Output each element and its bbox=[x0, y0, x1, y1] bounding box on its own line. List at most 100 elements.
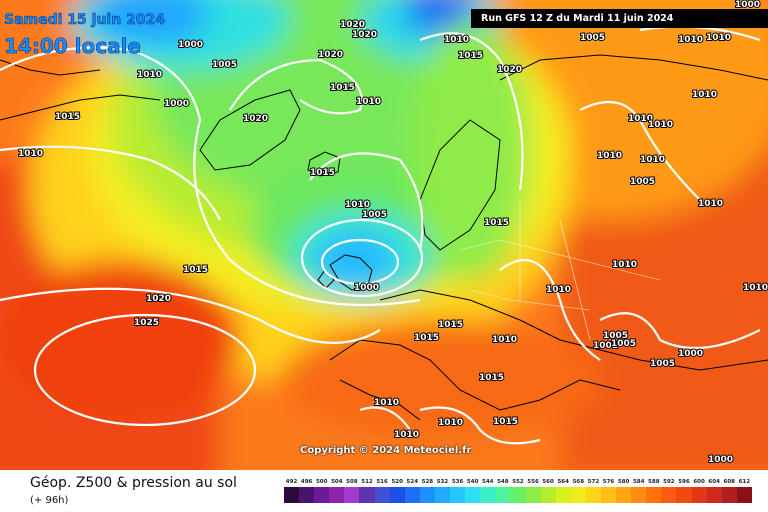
scale-swatch bbox=[525, 487, 541, 503]
scale-swatch bbox=[314, 487, 330, 503]
scale-tick-label: 500 bbox=[315, 479, 328, 485]
scale-swatch bbox=[706, 487, 722, 503]
scale-swatch bbox=[374, 487, 390, 503]
isobar-label: 1000 bbox=[708, 455, 733, 465]
scale-tick-label: 584 bbox=[632, 479, 645, 485]
scale-swatch bbox=[434, 487, 451, 503]
isobar-label: 1010 bbox=[18, 149, 43, 159]
scale-tick-label: 540 bbox=[466, 479, 479, 485]
scale-swatch bbox=[646, 487, 662, 503]
isobar-label: 1015 bbox=[438, 320, 463, 330]
scale-tick-label: 556 bbox=[527, 479, 539, 485]
scale-tick-label: 592 bbox=[663, 479, 675, 485]
scale-swatch bbox=[284, 487, 300, 503]
scale-swatch bbox=[495, 487, 511, 503]
isobar-label: 1010 bbox=[698, 199, 723, 209]
scale-swatch bbox=[299, 487, 315, 503]
isobar-label: 1010 bbox=[444, 35, 469, 45]
isobar-label: 1010 bbox=[678, 35, 703, 45]
scale-tick-label: 536 bbox=[451, 479, 464, 485]
isobar-label: 1000 bbox=[178, 40, 203, 50]
scale-tick-label: 496 bbox=[300, 479, 313, 485]
isobar-label: 1005 bbox=[603, 331, 628, 341]
scale-ticks: 492 496 500 504 508 512 516 520 524 528 532 536 540 5… bbox=[284, 479, 752, 485]
geopotential-map: 1020 1020 1000 1005 1020 1010 1000 1015 … bbox=[0, 0, 768, 470]
scale-swatch bbox=[631, 487, 647, 503]
isobar-label: 1010 bbox=[692, 90, 717, 100]
isobar-label: 1010 bbox=[438, 418, 463, 428]
scale-tick-label: 528 bbox=[421, 479, 434, 485]
isobar-label: 1010 bbox=[706, 33, 731, 43]
scale-tick-label: 568 bbox=[572, 479, 585, 485]
scale-swatch bbox=[585, 487, 601, 503]
isobar-label: 1010 bbox=[546, 285, 571, 295]
scale-swatch bbox=[465, 487, 481, 503]
scale-swatch bbox=[419, 487, 435, 503]
isobar-label: 1005 bbox=[362, 210, 387, 220]
isobar-label: 1010 bbox=[597, 151, 622, 161]
forecast-time: 14:00 locale bbox=[4, 34, 142, 59]
isobar-label: 1005 bbox=[650, 359, 675, 369]
scale-tick-label: 548 bbox=[497, 479, 509, 485]
isobar-label: 1010 bbox=[743, 283, 768, 293]
scale-swatch bbox=[344, 487, 360, 503]
scale-tick-label: 604 bbox=[708, 479, 720, 485]
scale-tick-label: 564 bbox=[557, 479, 569, 485]
map-title: Géop. Z500 & pression au sol bbox=[30, 475, 237, 491]
scale-swatch bbox=[676, 487, 692, 503]
isobar-label: 1010 bbox=[345, 200, 370, 210]
pressure-labels: 1020 1020 1000 1005 1020 1010 1000 1015 … bbox=[17, 0, 768, 466]
scale-swatch bbox=[329, 487, 345, 503]
scale-swatch bbox=[721, 487, 737, 503]
scale-swatch bbox=[555, 487, 571, 503]
isobar-label: 1020 bbox=[146, 294, 171, 304]
isobar-label: 1000 bbox=[164, 99, 189, 109]
isobar-label: 1010 bbox=[394, 430, 419, 440]
isobar-label: 1010 bbox=[374, 398, 399, 408]
isobar-label: 1005 bbox=[630, 177, 655, 187]
isobar-label: 1020 bbox=[243, 114, 268, 124]
isobar-label: 1015 bbox=[458, 51, 483, 61]
scale-tick-label: 612 bbox=[738, 479, 751, 485]
isobar-label: 1005 bbox=[212, 60, 237, 70]
scale-swatch bbox=[510, 487, 526, 503]
isobar-label: 1005 bbox=[580, 33, 605, 43]
isobar-label: 1000 bbox=[678, 349, 703, 359]
scale-tick-label: 596 bbox=[678, 479, 690, 485]
isobar-label: 1010 bbox=[612, 260, 637, 270]
isobar-label: 1020 bbox=[497, 65, 522, 75]
scale-tick-label: 572 bbox=[587, 479, 600, 485]
coastlines bbox=[0, 54, 768, 421]
copyright-text: Copyright © 2024 Meteociel.fr bbox=[300, 445, 472, 456]
scale-bar bbox=[284, 487, 752, 503]
scale-swatch bbox=[616, 487, 632, 503]
scale-swatch bbox=[661, 487, 677, 503]
isobar-label: 1010 bbox=[648, 120, 673, 130]
scale-swatch bbox=[600, 487, 617, 503]
scale-tick-label: 588 bbox=[648, 479, 660, 485]
scale-swatch bbox=[570, 487, 586, 503]
isobar-label: 1015 bbox=[479, 373, 504, 383]
scale-swatch bbox=[389, 487, 405, 503]
scale-swatch bbox=[480, 487, 496, 503]
isobar-label: 1015 bbox=[330, 83, 355, 93]
scale-tick-label: 492 bbox=[285, 479, 298, 485]
isobar-label: 1020 bbox=[340, 20, 365, 30]
scale-swatch bbox=[691, 487, 707, 503]
z500-color-scale: 492 496 500 504 508 512 516 520 524 528 532 536 540 5… bbox=[284, 479, 752, 503]
scale-tick-label: 608 bbox=[723, 479, 735, 485]
scale-swatch bbox=[450, 487, 466, 503]
forecast-step: (+ 96h) bbox=[30, 495, 69, 506]
isobars bbox=[0, 25, 761, 445]
isobar-label: 1015 bbox=[55, 112, 80, 122]
isobar-label: 1001 bbox=[593, 341, 618, 351]
borders bbox=[459, 200, 661, 341]
isobar-label: 1020 bbox=[318, 50, 343, 60]
isobar-label: 1005 bbox=[611, 339, 636, 349]
scale-tick-label: 600 bbox=[693, 479, 705, 485]
scale-tick-label: 516 bbox=[376, 479, 388, 485]
scale-tick-label: 560 bbox=[542, 479, 554, 485]
scale-tick-label: 524 bbox=[406, 479, 419, 485]
z500-color-field bbox=[0, 0, 768, 470]
